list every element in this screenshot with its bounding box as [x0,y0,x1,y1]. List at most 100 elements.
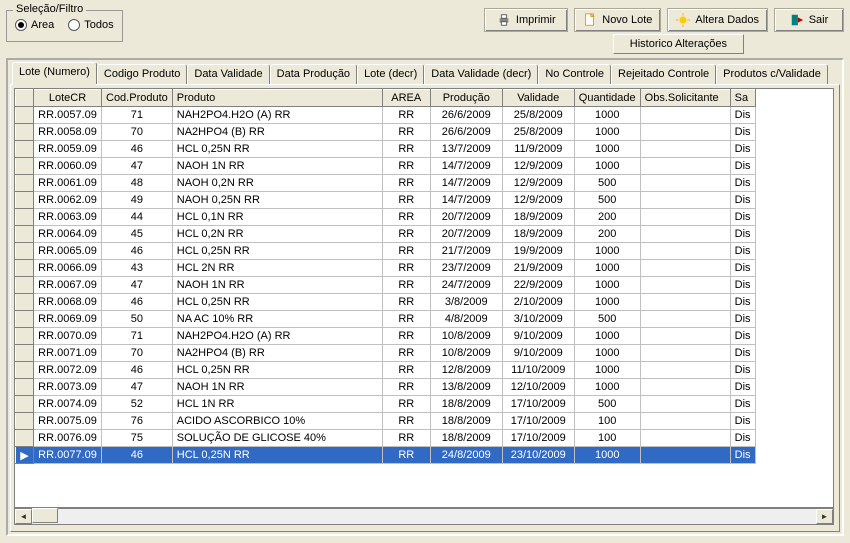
cell[interactable]: Dis [730,413,755,430]
cell[interactable]: 1000 [574,107,640,124]
cell[interactable]: NAH2PO4.H2O (A) RR [172,328,382,345]
cell[interactable]: Dis [730,192,755,209]
tab-3[interactable]: Data Produção [270,64,357,84]
cell[interactable]: 9/10/2009 [502,328,574,345]
column-header[interactable]: Cod.Produto [102,90,173,107]
cell[interactable]: 46 [102,294,173,311]
cell[interactable] [640,226,730,243]
cell[interactable] [640,175,730,192]
cell[interactable]: 23/7/2009 [430,260,502,277]
cell[interactable]: 3/10/2009 [502,311,574,328]
cell[interactable]: 10/8/2009 [430,328,502,345]
cell[interactable] [640,294,730,311]
cell[interactable]: NAOH 1N RR [172,158,382,175]
cell[interactable] [640,430,730,447]
cell[interactable]: RR.0073.09 [34,379,102,396]
cell[interactable]: HCL 0,25N RR [172,243,382,260]
cell[interactable]: RR [382,447,430,464]
cell[interactable]: RR [382,107,430,124]
cell[interactable]: 18/9/2009 [502,209,574,226]
cell[interactable]: RR.0057.09 [34,107,102,124]
data-grid[interactable]: LoteCRCod.ProdutoProdutoAREAProduçãoVali… [14,88,834,508]
cell[interactable]: 71 [102,328,173,345]
cell[interactable] [640,413,730,430]
cell[interactable]: 18/8/2009 [430,396,502,413]
cell[interactable]: 52 [102,396,173,413]
cell[interactable]: RR.0077.09 [34,447,102,464]
cell[interactable] [640,243,730,260]
cell[interactable]: NAOH 0,2N RR [172,175,382,192]
cell[interactable]: 20/7/2009 [430,209,502,226]
cell[interactable]: Dis [730,396,755,413]
cell[interactable]: 1000 [574,260,640,277]
cell[interactable]: Dis [730,226,755,243]
cell[interactable]: 22/9/2009 [502,277,574,294]
cell[interactable]: Dis [730,158,755,175]
tab-5[interactable]: Data Validade (decr) [424,64,538,84]
cell[interactable]: RR [382,141,430,158]
cell[interactable]: RR.0064.09 [34,226,102,243]
cell[interactable]: 13/8/2009 [430,379,502,396]
cell[interactable] [640,141,730,158]
cell[interactable]: RR.0062.09 [34,192,102,209]
table-row[interactable]: RR.0076.0975SOLUÇÃO DE GLICOSE 40%RR18/8… [16,430,756,447]
cell[interactable] [640,158,730,175]
cell[interactable]: HCL 2N RR [172,260,382,277]
cell[interactable]: 46 [102,447,173,464]
cell[interactable]: HCL 0,25N RR [172,294,382,311]
cell[interactable]: Dis [730,311,755,328]
cell[interactable]: RR [382,396,430,413]
cell[interactable]: 25/8/2009 [502,124,574,141]
column-header[interactable]: AREA [382,90,430,107]
cell[interactable]: RR [382,175,430,192]
cell[interactable]: Dis [730,447,755,464]
exit-button[interactable]: Sair [774,8,844,32]
cell[interactable]: 11/10/2009 [502,362,574,379]
cell[interactable]: RR [382,362,430,379]
cell[interactable]: RR.0060.09 [34,158,102,175]
cell[interactable]: NAOH 1N RR [172,379,382,396]
cell[interactable]: 1000 [574,158,640,175]
cell[interactable]: Dis [730,209,755,226]
cell[interactable]: 47 [102,379,173,396]
tab-7[interactable]: Rejeitado Controle [611,64,716,84]
table-row[interactable]: RR.0075.0976ACIDO ASCORBICO 10%RR18/8/20… [16,413,756,430]
cell[interactable]: 200 [574,226,640,243]
cell[interactable]: 10/8/2009 [430,345,502,362]
table-row[interactable]: RR.0057.0971NAH2PO4.H2O (A) RRRR26/6/200… [16,107,756,124]
cell[interactable]: RR.0069.09 [34,311,102,328]
cell[interactable]: 44 [102,209,173,226]
cell[interactable]: 1000 [574,447,640,464]
tab-1[interactable]: Codigo Produto [97,64,187,84]
cell[interactable] [640,192,730,209]
cell[interactable]: 1000 [574,141,640,158]
cell[interactable]: 100 [574,430,640,447]
table-row[interactable]: RR.0066.0943HCL 2N RRRR23/7/200921/9/200… [16,260,756,277]
cell[interactable]: 49 [102,192,173,209]
cell[interactable]: RR [382,226,430,243]
cell[interactable]: 18/9/2009 [502,226,574,243]
cell[interactable]: RR [382,124,430,141]
table-row[interactable]: RR.0058.0970NA2HPO4 (B) RRRR26/6/200925/… [16,124,756,141]
print-button[interactable]: Imprimir [484,8,568,32]
cell[interactable]: NA2HPO4 (B) RR [172,345,382,362]
table-row[interactable]: RR.0062.0949NAOH 0,25N RRRR14/7/200912/9… [16,192,756,209]
cell[interactable]: RR.0071.09 [34,345,102,362]
radio-todos[interactable]: Todos [68,19,113,31]
cell[interactable]: RR.0066.09 [34,260,102,277]
cell[interactable]: HCL 0,2N RR [172,226,382,243]
cell[interactable]: RR.0068.09 [34,294,102,311]
cell[interactable]: 46 [102,141,173,158]
cell[interactable]: RR [382,209,430,226]
column-header[interactable]: Validade [502,90,574,107]
cell[interactable]: Dis [730,362,755,379]
cell[interactable]: 4/8/2009 [430,311,502,328]
cell[interactable]: 1000 [574,294,640,311]
cell[interactable]: 45 [102,226,173,243]
cell[interactable]: RR [382,192,430,209]
cell[interactable]: RR [382,345,430,362]
column-header[interactable]: Quantidade [574,90,640,107]
table-row[interactable]: RR.0068.0946HCL 0,25N RRRR3/8/20092/10/2… [16,294,756,311]
cell[interactable]: HCL 0,1N RR [172,209,382,226]
tab-4[interactable]: Lote (decr) [357,64,424,84]
